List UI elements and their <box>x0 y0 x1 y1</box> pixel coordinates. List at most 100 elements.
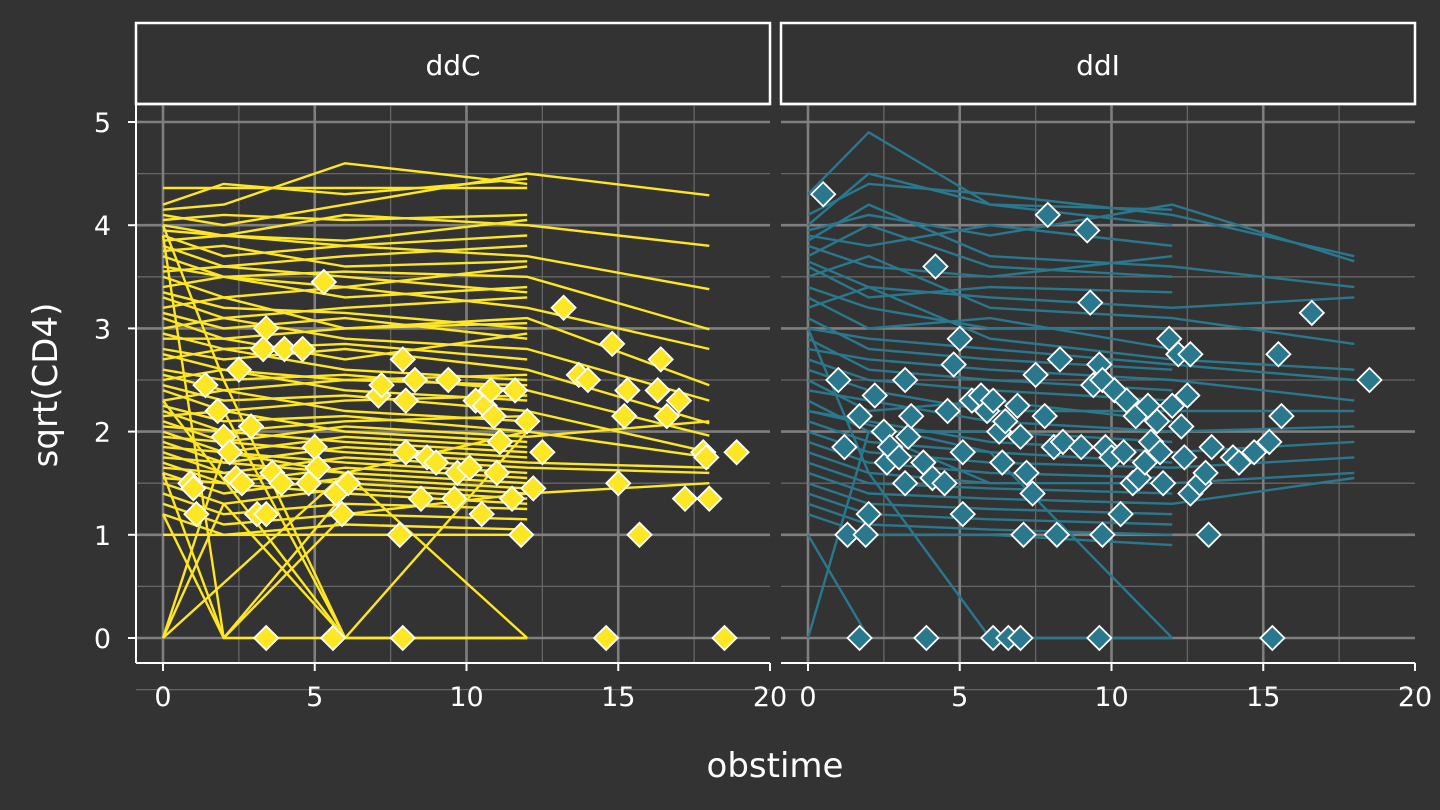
trajectory-line <box>161 472 528 640</box>
data-point <box>441 485 468 512</box>
trajectory-line <box>162 162 528 211</box>
data-point <box>289 335 316 363</box>
data-point <box>386 521 414 549</box>
data-point <box>501 377 529 404</box>
y-tick-label: 5 <box>94 108 111 139</box>
data-point <box>574 366 602 394</box>
data-point <box>271 335 298 363</box>
data-point <box>1046 346 1074 373</box>
data-point <box>604 469 632 497</box>
data-point <box>988 449 1016 476</box>
data-point <box>1067 433 1095 461</box>
data-point <box>825 366 852 394</box>
data-point <box>831 433 858 461</box>
panel-ddc: ddC <box>134 21 772 691</box>
trajectory-line <box>161 451 529 639</box>
data-point <box>550 294 577 322</box>
data-point <box>513 408 541 435</box>
data-point <box>1256 428 1283 456</box>
trajectory-line <box>162 373 528 392</box>
trajectory-line <box>162 430 528 639</box>
trajectory-line <box>162 265 528 294</box>
data-point <box>653 402 681 430</box>
data-point <box>1019 480 1046 507</box>
data-point <box>1101 377 1128 404</box>
y-tick-label: 3 <box>94 314 111 345</box>
trajectory-line <box>162 177 528 206</box>
y-tick-label: 4 <box>94 211 111 242</box>
trajectory-line <box>162 234 710 291</box>
y-tick-label: 0 <box>94 624 111 655</box>
data-point <box>834 521 861 549</box>
data-point <box>407 485 435 512</box>
x-tick-label: 15 <box>1246 682 1280 713</box>
data-point <box>992 408 1019 435</box>
trajectory-line <box>807 389 1355 433</box>
data-point <box>1107 500 1134 528</box>
trajectory-line <box>807 223 1173 278</box>
data-point <box>192 371 219 399</box>
trajectory-line <box>162 389 528 423</box>
data-point <box>1034 201 1062 229</box>
data-point <box>913 624 940 652</box>
data-point <box>334 469 362 497</box>
data-point <box>237 413 265 440</box>
data-point <box>1086 624 1113 652</box>
data-point <box>183 500 210 528</box>
data-point <box>855 500 882 528</box>
trajectory-line <box>162 513 528 536</box>
data-point <box>252 500 280 528</box>
panel-ddi: ddI <box>779 21 1417 691</box>
data-point <box>611 402 638 430</box>
trajectory-line <box>162 389 528 413</box>
data-point <box>846 624 873 652</box>
trajectory-line <box>162 368 528 402</box>
trajectory-line <box>807 203 1355 263</box>
data-point <box>1356 366 1383 394</box>
data-point <box>711 624 738 652</box>
data-point <box>1168 413 1195 440</box>
trajectory-line <box>162 456 528 485</box>
trajectory-line <box>162 213 710 247</box>
trajectory-line <box>807 182 1355 258</box>
trajectory-line <box>162 311 528 340</box>
x-tick-label: 10 <box>449 682 483 713</box>
data-point <box>1007 624 1034 652</box>
trajectory-line <box>162 213 528 222</box>
strip-label-ddc: ddC <box>425 49 480 82</box>
data-point <box>1076 289 1104 316</box>
data-point <box>598 330 626 358</box>
data-point <box>1225 449 1253 476</box>
data-point <box>1198 433 1225 461</box>
trajectory-line <box>162 255 710 331</box>
data-point <box>249 335 277 363</box>
data-point <box>891 366 919 394</box>
data-point <box>891 469 919 497</box>
data-point <box>225 356 253 383</box>
trajectory-line <box>161 502 346 639</box>
data-point <box>696 485 723 512</box>
data-point <box>1031 402 1059 430</box>
data-point <box>922 253 949 280</box>
data-point <box>389 624 417 652</box>
y-tick-label: 1 <box>94 521 111 552</box>
trajectory-line <box>807 296 1173 351</box>
data-point <box>1007 423 1034 451</box>
data-point <box>897 402 925 430</box>
trajectory-line <box>807 347 1355 402</box>
y-tick-label: 2 <box>94 418 111 449</box>
data-point <box>592 624 620 652</box>
trajectory-line <box>161 513 528 640</box>
data-point <box>392 438 420 466</box>
data-point <box>1158 392 1186 420</box>
data-point <box>1010 521 1037 549</box>
data-point <box>435 366 462 394</box>
trajectory-line <box>162 409 528 433</box>
trajectory-line <box>807 327 1355 382</box>
trajectory-line <box>161 224 347 639</box>
data-point <box>979 387 1007 414</box>
series-points-ddc <box>177 268 750 652</box>
data-point <box>644 377 671 404</box>
data-point <box>368 371 395 399</box>
